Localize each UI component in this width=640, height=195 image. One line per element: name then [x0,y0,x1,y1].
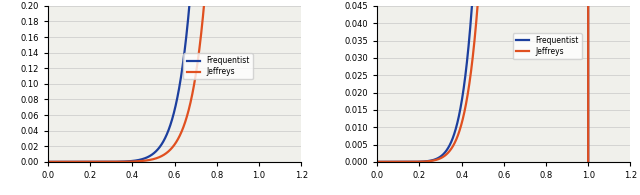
Jeffreys [584,161,592,163]
Frequentist [125,160,132,162]
Line: Frequentist: Frequentist [377,0,588,162]
Jeffreys [454,134,461,137]
Frequentist [44,161,52,163]
Jeffreys [412,161,419,163]
Line: Jeffreys: Jeffreys [48,0,259,162]
Frequentist [171,109,179,111]
Jeffreys [171,143,179,146]
Legend: Frequentist, Jeffreys: Frequentist, Jeffreys [513,33,582,59]
Frequentist [454,120,461,122]
Line: Frequentist: Frequentist [48,0,259,162]
Frequentist [181,45,189,47]
Jeffreys [44,161,52,163]
Frequentist [83,161,90,163]
Frequentist [584,161,592,163]
Jeffreys [373,161,381,163]
Frequentist [373,161,381,163]
Legend: Frequentist, Jeffreys: Frequentist, Jeffreys [184,53,253,79]
Jeffreys [181,121,189,123]
Jeffreys [125,160,132,163]
Line: Jeffreys: Jeffreys [377,0,588,162]
Frequentist [412,161,419,163]
Jeffreys [83,161,90,163]
